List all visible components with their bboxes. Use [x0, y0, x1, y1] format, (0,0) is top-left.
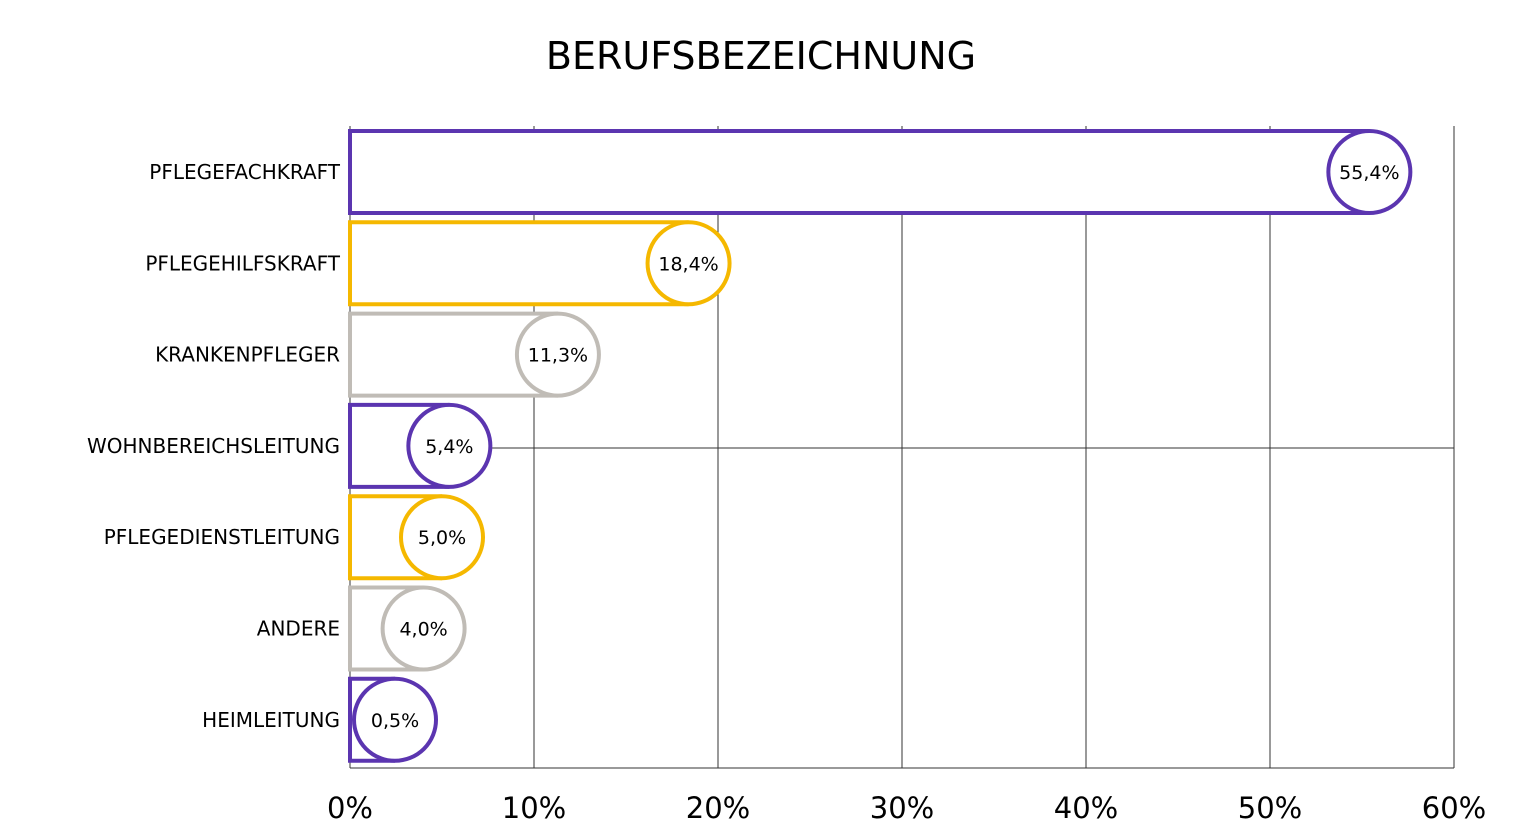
- category-label-3: WOHNBEREICHSLEITUNG: [87, 434, 340, 458]
- value-label-2: 11,3%: [528, 345, 588, 367]
- bars: 55,4% 18,4% 11,3% 5,4% 5,0% 4,0% 0,5%: [348, 129, 1413, 763]
- category-label-4: PFLEGEDIENSTLEITUNG: [104, 525, 340, 549]
- category-label-5: ANDERE: [257, 617, 340, 641]
- bar-badge-4: [399, 494, 485, 581]
- bar-badge-0: [1326, 129, 1413, 215]
- value-label-6: 0,5%: [371, 710, 419, 732]
- category-label-0: PFLEGEFACHKRAFT: [149, 160, 341, 184]
- x-tick-label-0: 0%: [327, 791, 373, 825]
- bar-badge-5: [380, 585, 467, 672]
- value-label-3: 5,4%: [425, 436, 473, 458]
- value-label-0: 55,4%: [1339, 162, 1399, 184]
- x-tick-label-50: 50%: [1238, 791, 1302, 825]
- bar-1: [348, 220, 689, 307]
- bar-badge-3: [406, 402, 493, 489]
- x-axis: 0% 10% 20% 30% 40% 50% 60%: [327, 791, 1486, 825]
- bar-0: [348, 129, 1370, 215]
- category-labels: PFLEGEFACHKRAFT PFLEGEHILFSKRAFT KRANKENPF…: [87, 160, 341, 732]
- x-tick-label-60: 60%: [1422, 791, 1486, 825]
- x-tick-label-40: 40%: [1054, 791, 1118, 825]
- bar-badge-2: [514, 311, 601, 398]
- value-label-1: 18,4%: [658, 253, 718, 275]
- category-label-2: KRANKENPFLEGER: [155, 343, 340, 367]
- value-label-4: 5,0%: [418, 527, 466, 549]
- x-tick-label-20: 20%: [686, 791, 750, 825]
- category-label-1: PFLEGEHILFSKRAFT: [145, 251, 340, 275]
- bar-badge-1: [645, 220, 732, 307]
- x-tick-label-10: 10%: [502, 791, 566, 825]
- x-tick-label-30: 30%: [870, 791, 934, 825]
- category-label-6: HEIMLEITUNG: [202, 708, 340, 732]
- bar-2: [348, 311, 558, 398]
- chart-title: BERUFSBEZEICHNUNG: [545, 34, 977, 78]
- bar-badge-6: [352, 676, 438, 763]
- value-label-5: 4,0%: [399, 619, 447, 641]
